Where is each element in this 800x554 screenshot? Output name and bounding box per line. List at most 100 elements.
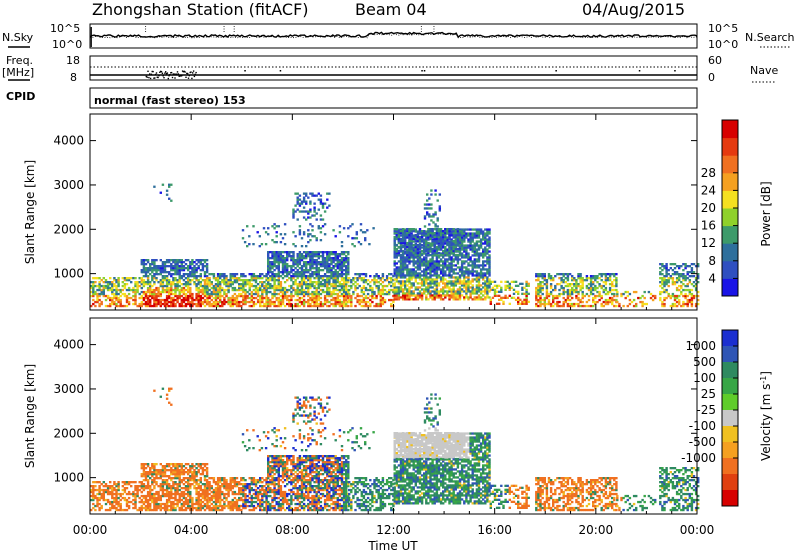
- power-cell: [117, 281, 120, 284]
- power-cell: [465, 290, 468, 293]
- power-cell: [265, 296, 268, 300]
- power-cell: [149, 300, 152, 304]
- power-cell: [437, 296, 441, 299]
- power-cell: [298, 275, 302, 278]
- power-cell: [298, 261, 302, 264]
- power-cell: [397, 274, 401, 277]
- power-cell: [611, 283, 614, 286]
- power-cell: [305, 284, 308, 288]
- power-cell: [510, 296, 514, 299]
- power-cell: [471, 264, 474, 267]
- power-cell: [286, 279, 289, 282]
- power-cell: [446, 258, 449, 261]
- power-cell: [435, 236, 439, 239]
- power-cell: [142, 292, 146, 296]
- power-cell: [611, 288, 614, 292]
- power-cell: [286, 251, 289, 254]
- power-cell: [225, 292, 228, 296]
- power-cell: [144, 302, 148, 306]
- power-cell: [300, 269, 304, 272]
- power-cell: [313, 284, 316, 288]
- power-cell: [566, 302, 570, 306]
- power-cell: [191, 259, 194, 262]
- power-cell: [172, 279, 175, 282]
- power-cell: [475, 290, 479, 293]
- power-cell: [427, 249, 430, 253]
- power-cell: [294, 279, 297, 282]
- power-cell: [321, 304, 325, 308]
- power-cell: [338, 300, 342, 304]
- power-cell: [408, 258, 411, 261]
- velocity-cell: [111, 500, 114, 504]
- power-cell: [395, 252, 399, 255]
- power-cell: [311, 251, 314, 254]
- power-cell: [294, 273, 297, 276]
- power-cell: [489, 300, 493, 303]
- power-cell: [442, 251, 445, 255]
- power-cell: [176, 273, 179, 276]
- velocity-cell: [117, 492, 120, 496]
- power-cell: [294, 290, 297, 294]
- power-cell: [454, 239, 458, 243]
- power-cell: [680, 265, 683, 268]
- power-cell: [323, 294, 327, 298]
- power-cell: [259, 277, 262, 280]
- power-cell: [549, 302, 553, 306]
- power-cell: [545, 283, 549, 286]
- power-cell: [265, 284, 268, 288]
- power-cell: [187, 298, 190, 302]
- power-cell: [146, 267, 150, 270]
- power-cell: [665, 296, 668, 300]
- power-cell: [334, 251, 337, 254]
- power-cell: [393, 296, 396, 299]
- power-cell: [427, 282, 430, 285]
- power-cell: [488, 270, 491, 273]
- power-cell: [201, 296, 205, 300]
- power-cell: [488, 266, 491, 269]
- power-cell: [109, 288, 112, 292]
- power-cell: [673, 267, 677, 270]
- power-cell: [330, 251, 333, 254]
- power-cell: [444, 274, 447, 277]
- power-cell: [406, 294, 409, 297]
- velocity-cell: [121, 492, 125, 496]
- power-cell: [309, 279, 312, 282]
- power-cell: [203, 290, 207, 294]
- power-cell: [296, 271, 299, 274]
- power-cell: [300, 210, 304, 213]
- power-cell: [465, 254, 468, 257]
- power-cell: [525, 294, 528, 297]
- power-cell: [465, 252, 468, 255]
- power-cell: [317, 298, 321, 302]
- power-cell: [298, 271, 302, 274]
- power-cell: [203, 286, 207, 290]
- power-cell: [199, 283, 203, 286]
- power-cell: [235, 273, 239, 276]
- power-cell: [661, 279, 664, 282]
- power-cell: [281, 277, 285, 280]
- power-cell: [393, 260, 396, 263]
- power-cell: [317, 251, 321, 254]
- power-cell: [604, 283, 608, 286]
- power-cell: [265, 290, 268, 294]
- power-cell: [208, 288, 211, 292]
- power-cell: [117, 300, 120, 304]
- velocity-cell: [96, 500, 99, 504]
- power-cell: [408, 278, 411, 281]
- power-cell: [458, 268, 462, 271]
- power-cell: [431, 249, 434, 253]
- power-cell: [479, 274, 483, 277]
- velocity-cell: [127, 506, 131, 510]
- power-cell: [146, 302, 150, 306]
- power-cell: [659, 273, 662, 276]
- power-cell: [342, 302, 346, 306]
- power-cell: [690, 283, 694, 286]
- power-cell: [125, 277, 129, 280]
- power-cell: [298, 263, 302, 266]
- power-cell: [163, 290, 167, 294]
- power-cell: [193, 271, 196, 274]
- power-cell: [581, 277, 584, 280]
- power-cell: [446, 290, 449, 293]
- power-cell: [450, 234, 453, 237]
- power-cell: [692, 263, 696, 266]
